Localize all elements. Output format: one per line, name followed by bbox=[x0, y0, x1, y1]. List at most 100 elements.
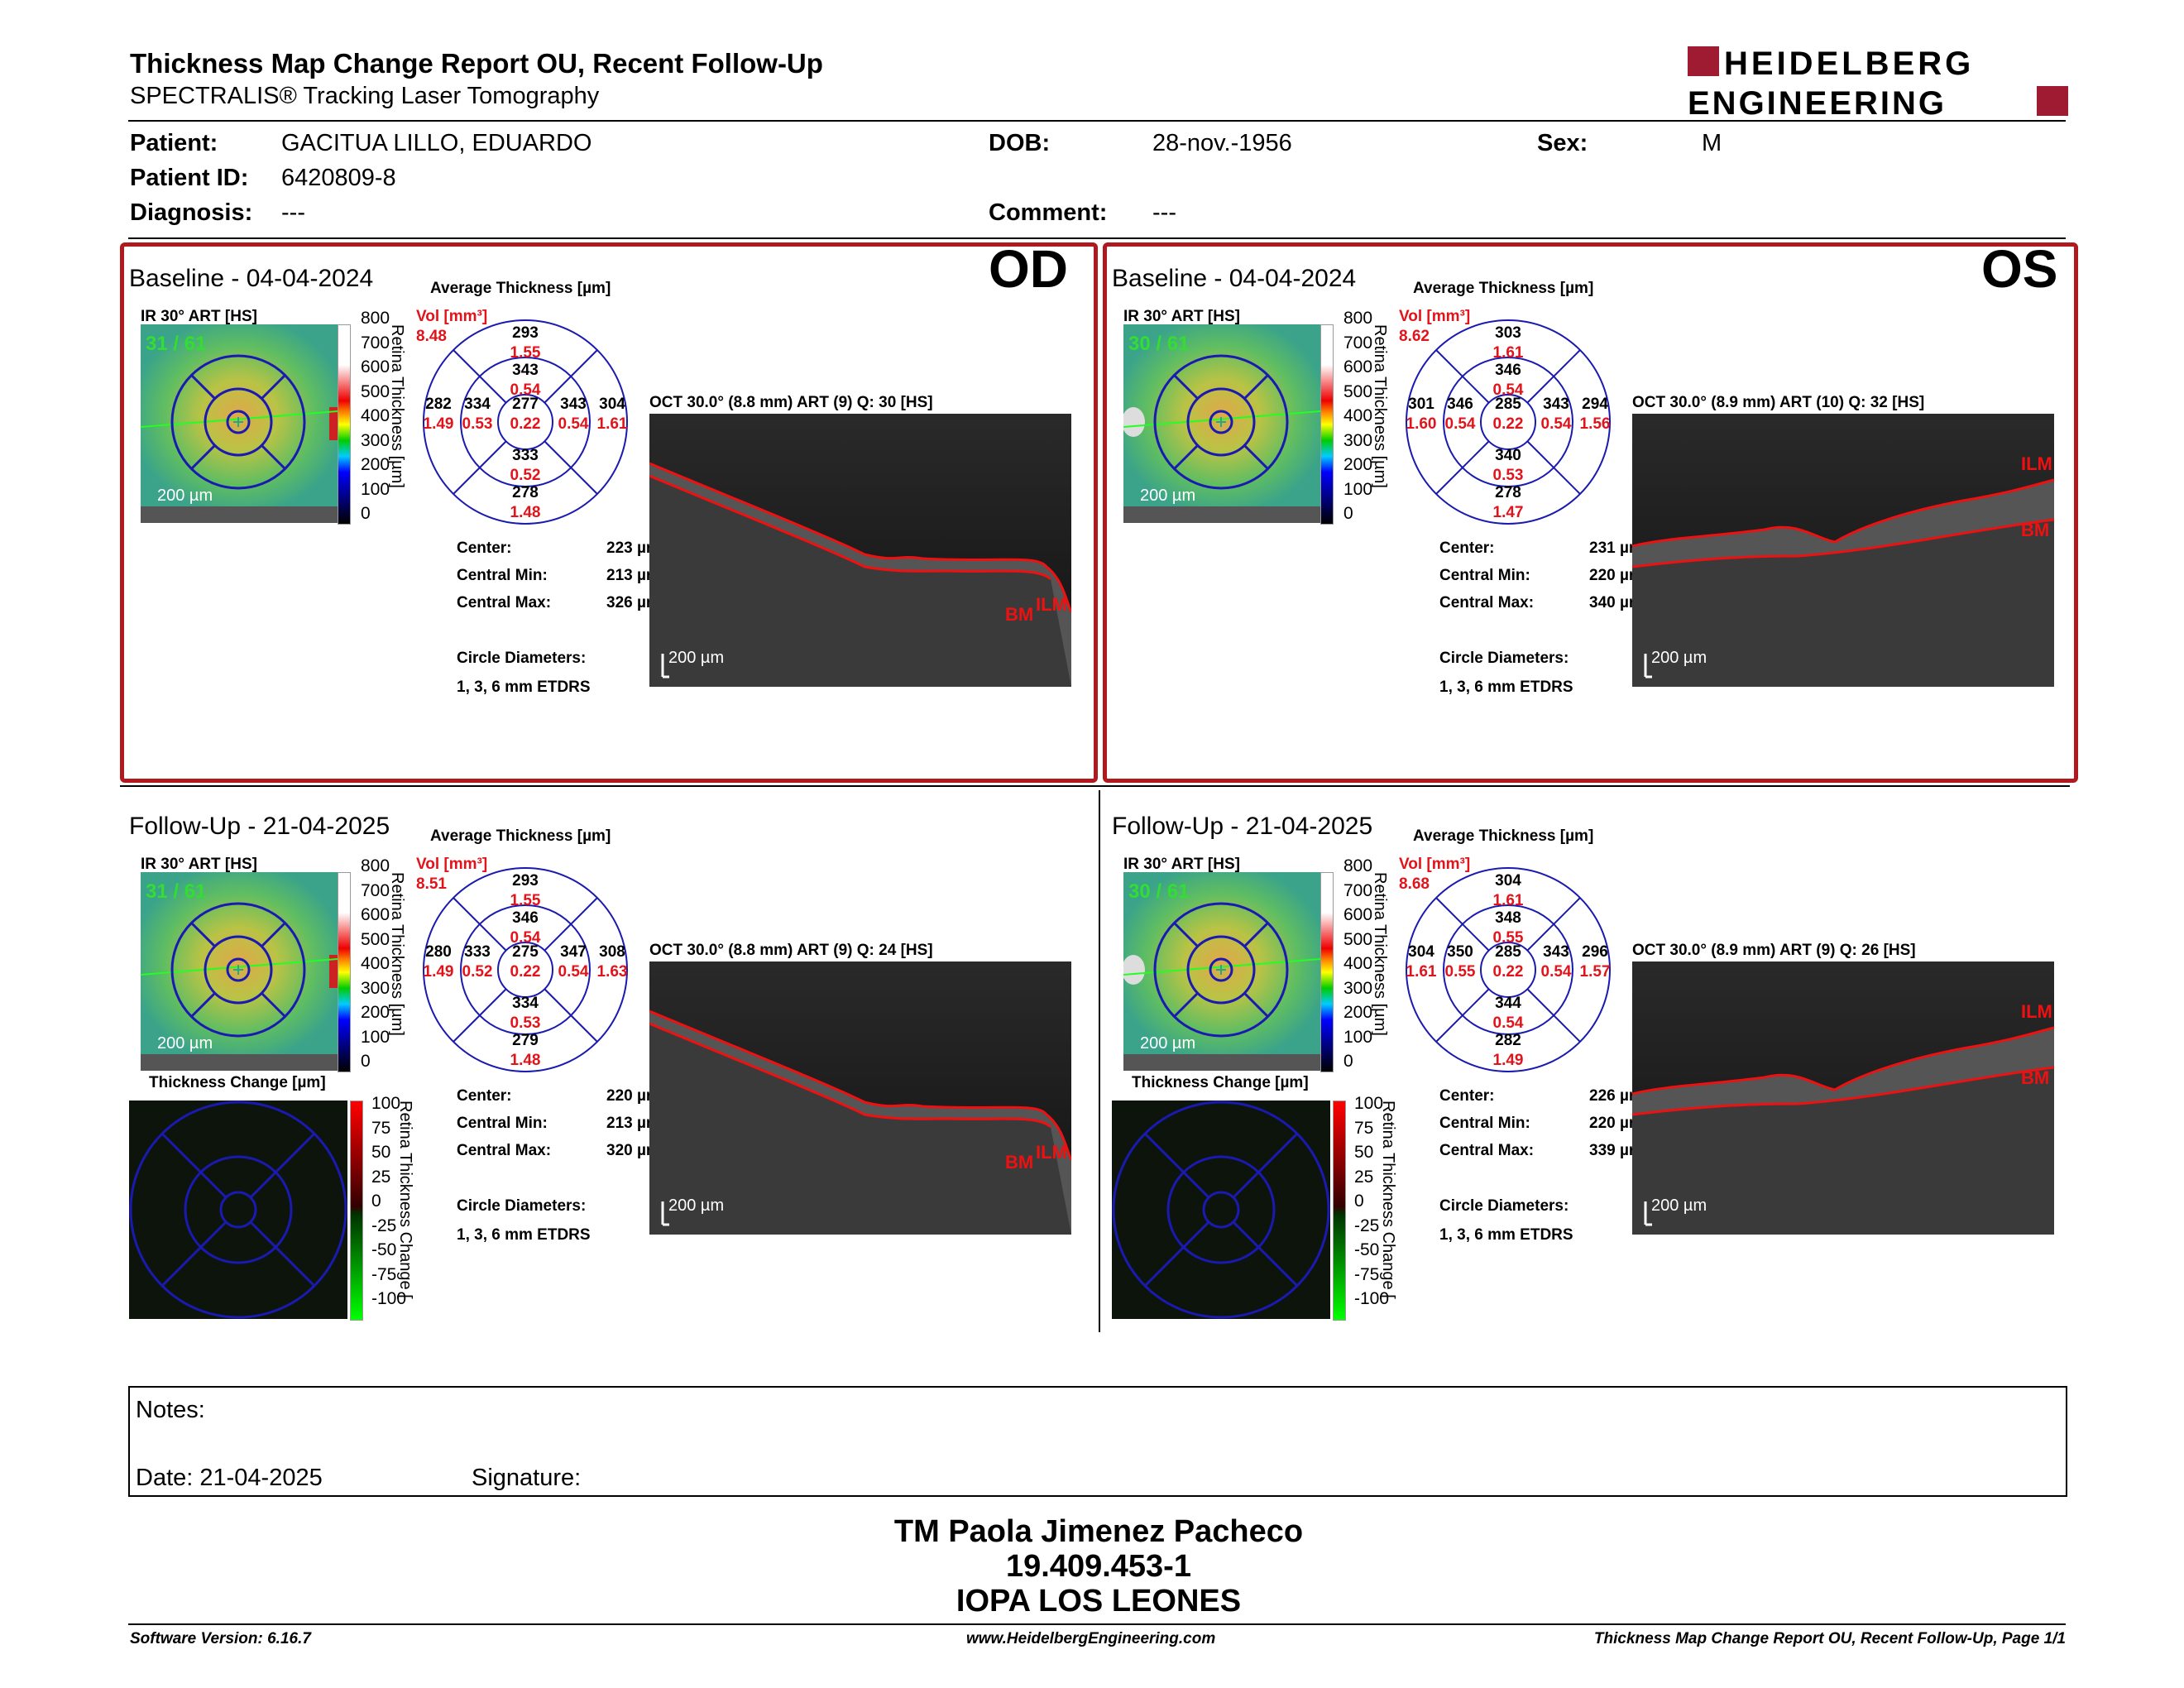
fundus-thickness-map bbox=[141, 324, 338, 523]
signer-name: TM Paola Jimenez Pacheco bbox=[893, 1514, 1304, 1549]
circle-diam-label: Circle Diameters: bbox=[1439, 650, 1569, 667]
colorbar-tick: 400 bbox=[1343, 406, 1373, 425]
sector-thickness: 280 bbox=[425, 943, 452, 961]
sector-volume: 0.54 bbox=[1492, 1014, 1524, 1032]
sector-thickness: 343 bbox=[1543, 943, 1569, 961]
signature-label: Signature: bbox=[472, 1465, 582, 1491]
sector-thickness: 340 bbox=[1495, 447, 1521, 464]
change-colorbar-tick: -25 bbox=[1354, 1216, 1380, 1235]
sector-volume: 1.63 bbox=[596, 963, 628, 981]
vol-label: Vol [mm³] bbox=[1399, 308, 1471, 325]
sector-volume: 1.49 bbox=[423, 415, 454, 433]
central-min-value: 213 µm bbox=[606, 1115, 660, 1132]
sector-thickness: 278 bbox=[512, 484, 539, 501]
bm-label: BM bbox=[1005, 1152, 1034, 1172]
change-colorbar-tick: -50 bbox=[1354, 1240, 1380, 1259]
colorbar-tick: 800 bbox=[1343, 309, 1373, 328]
sector-thickness: 334 bbox=[464, 396, 491, 413]
colorbar-tick: 300 bbox=[1343, 430, 1373, 450]
sector-volume: 0.53 bbox=[462, 415, 493, 433]
frame-counter: 31 / 61 bbox=[146, 333, 207, 355]
sector-volume: 0.22 bbox=[510, 963, 541, 981]
circle-diam-value: 1, 3, 6 mm ETDRS bbox=[1439, 1226, 1573, 1244]
signer-id: 19.409.453-1 bbox=[1006, 1549, 1191, 1584]
avg-thickness-label: Average Thickness [µm] bbox=[1413, 827, 1594, 845]
notes-box[interactable] bbox=[128, 1386, 2067, 1497]
sector-volume: 1.55 bbox=[510, 344, 541, 362]
colorbar-tick: 700 bbox=[361, 880, 390, 900]
colorbar-tick: 800 bbox=[361, 309, 390, 328]
sector-thickness: 275 bbox=[512, 943, 539, 961]
center-label: Center: bbox=[457, 539, 512, 557]
diagnosis: --- bbox=[281, 199, 305, 226]
etdrs-grid bbox=[422, 866, 629, 1073]
oct-scale-bar: 200 µm bbox=[668, 649, 725, 667]
circle-diam-label: Circle Diameters: bbox=[1439, 1197, 1569, 1215]
sector-thickness: 279 bbox=[512, 1032, 539, 1049]
sector-thickness: 303 bbox=[1495, 324, 1521, 342]
change-colorbar-tick: -100 bbox=[371, 1289, 407, 1308]
sector-volume: 1.61 bbox=[596, 415, 628, 433]
central-max-value: 340 µm bbox=[1589, 594, 1643, 611]
central-min-label: Central Min: bbox=[1439, 1115, 1530, 1132]
oct-label: OCT 30.0° (8.8 mm) ART (9) Q: 30 [HS] bbox=[649, 394, 933, 411]
sector-thickness: 296 bbox=[1582, 943, 1608, 961]
oct-label: OCT 30.0° (8.8 mm) ART (9) Q: 24 [HS] bbox=[649, 942, 933, 959]
bm-label: BM bbox=[2021, 1067, 2050, 1088]
thickness-change-map bbox=[129, 1101, 347, 1319]
sector-volume: 0.54 bbox=[558, 963, 589, 981]
oct-label: OCT 30.0° (8.9 mm) ART (9) Q: 26 [HS] bbox=[1632, 942, 1916, 959]
patient-name: GACITUA LILLO, EDUARDO bbox=[281, 130, 592, 156]
change-colorbar-tick: 100 bbox=[1354, 1094, 1384, 1113]
ir-label: IR 30° ART [HS] bbox=[1123, 308, 1240, 325]
vol-label: Vol [mm³] bbox=[416, 856, 488, 873]
os-baseline-frame bbox=[1103, 242, 2078, 783]
colorbar-tick: 100 bbox=[361, 1027, 390, 1047]
fundus-scale-bar: 200 µm bbox=[1140, 1034, 1196, 1053]
central-min-value: 213 µm bbox=[606, 567, 660, 584]
sector-volume: 0.52 bbox=[462, 963, 493, 981]
sector-volume: 0.53 bbox=[510, 1014, 541, 1032]
dob-label: DOB: bbox=[989, 130, 1051, 156]
change-colorbar-tick: -100 bbox=[1354, 1289, 1390, 1308]
sector-thickness: 293 bbox=[512, 872, 539, 890]
sector-thickness: 347 bbox=[560, 943, 587, 961]
sector-thickness: 282 bbox=[425, 396, 452, 413]
sector-volume: 1.48 bbox=[510, 504, 541, 521]
change-colorbar-tick: -50 bbox=[371, 1240, 397, 1259]
colorbar-tick: 500 bbox=[1343, 929, 1373, 949]
website-link[interactable]: www.HeidelbergEngineering.com bbox=[966, 1630, 1216, 1647]
sector-volume: 0.54 bbox=[1540, 415, 1572, 433]
change-colorbar-tick: 25 bbox=[1354, 1167, 1374, 1187]
colorbar-tick: 400 bbox=[361, 406, 390, 425]
central-max-value: 326 µm bbox=[606, 594, 660, 611]
sector-thickness: 343 bbox=[1543, 396, 1569, 413]
center-label: Center: bbox=[1439, 1087, 1495, 1105]
sector-volume: 0.22 bbox=[510, 415, 541, 433]
colorbar-tick: 0 bbox=[1343, 504, 1353, 523]
colorbar-tick: 500 bbox=[361, 381, 390, 401]
sector-thickness: 304 bbox=[1408, 943, 1434, 961]
colorbar-tick: 300 bbox=[1343, 978, 1373, 998]
central-max-label: Central Max: bbox=[1439, 594, 1535, 611]
central-min-value: 220 µm bbox=[1589, 1115, 1643, 1132]
center-label: Center: bbox=[457, 1087, 512, 1105]
ilm-label: ILM bbox=[1036, 594, 1067, 615]
sector-thickness: 344 bbox=[1495, 995, 1521, 1012]
colorbar-tick: 100 bbox=[1343, 479, 1373, 499]
circle-diam-value: 1, 3, 6 mm ETDRS bbox=[1439, 679, 1573, 696]
panel-title: Follow-Up - 21-04-2025 bbox=[129, 813, 390, 840]
sector-volume: 0.53 bbox=[1492, 467, 1524, 484]
sector-volume: 0.54 bbox=[1492, 381, 1524, 399]
colorbar-tick: 700 bbox=[1343, 333, 1373, 352]
circle-diam-label: Circle Diameters: bbox=[457, 1197, 587, 1215]
frame-counter: 31 / 61 bbox=[146, 880, 207, 903]
frame-counter: 30 / 61 bbox=[1128, 333, 1190, 355]
colorbar-tick: 400 bbox=[1343, 954, 1373, 973]
change-colorbar-tick: 50 bbox=[371, 1143, 391, 1162]
patient-id: 6420809-8 bbox=[281, 165, 396, 191]
thickness-colorbar bbox=[1320, 872, 1334, 1072]
sector-volume: 0.54 bbox=[510, 929, 541, 947]
vol-value: 8.48 bbox=[416, 328, 447, 345]
dob: 28-nov.-1956 bbox=[1152, 130, 1292, 156]
